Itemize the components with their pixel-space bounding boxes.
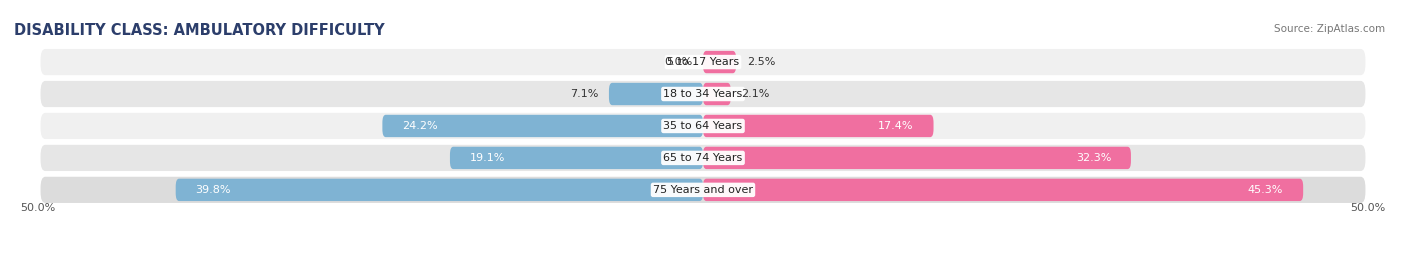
Text: 5 to 17 Years: 5 to 17 Years — [666, 57, 740, 67]
Text: Source: ZipAtlas.com: Source: ZipAtlas.com — [1274, 24, 1385, 34]
Text: 2.5%: 2.5% — [747, 57, 775, 67]
Text: 75 Years and over: 75 Years and over — [652, 185, 754, 195]
Text: 50.0%: 50.0% — [1350, 203, 1385, 213]
Text: 65 to 74 Years: 65 to 74 Years — [664, 153, 742, 163]
FancyBboxPatch shape — [703, 179, 1303, 201]
FancyBboxPatch shape — [41, 113, 1365, 139]
FancyBboxPatch shape — [609, 83, 703, 105]
Text: 50.0%: 50.0% — [21, 203, 56, 213]
Text: 39.8%: 39.8% — [195, 185, 231, 195]
FancyBboxPatch shape — [41, 145, 1365, 171]
Text: 7.1%: 7.1% — [569, 89, 599, 99]
Text: 17.4%: 17.4% — [879, 121, 914, 131]
FancyBboxPatch shape — [382, 115, 703, 137]
FancyBboxPatch shape — [41, 49, 1365, 75]
FancyBboxPatch shape — [41, 177, 1365, 203]
Text: 18 to 34 Years: 18 to 34 Years — [664, 89, 742, 99]
Text: 19.1%: 19.1% — [470, 153, 505, 163]
FancyBboxPatch shape — [450, 147, 703, 169]
FancyBboxPatch shape — [41, 81, 1365, 107]
Text: 2.1%: 2.1% — [741, 89, 770, 99]
FancyBboxPatch shape — [703, 83, 731, 105]
Text: 45.3%: 45.3% — [1249, 185, 1284, 195]
Text: DISABILITY CLASS: AMBULATORY DIFFICULTY: DISABILITY CLASS: AMBULATORY DIFFICULTY — [14, 23, 385, 38]
FancyBboxPatch shape — [703, 51, 737, 73]
Legend: Male, Female: Male, Female — [644, 267, 762, 268]
FancyBboxPatch shape — [703, 115, 934, 137]
Text: 32.3%: 32.3% — [1076, 153, 1111, 163]
FancyBboxPatch shape — [176, 179, 703, 201]
Text: 0.0%: 0.0% — [664, 57, 692, 67]
Text: 24.2%: 24.2% — [402, 121, 437, 131]
Text: 35 to 64 Years: 35 to 64 Years — [664, 121, 742, 131]
FancyBboxPatch shape — [703, 147, 1130, 169]
